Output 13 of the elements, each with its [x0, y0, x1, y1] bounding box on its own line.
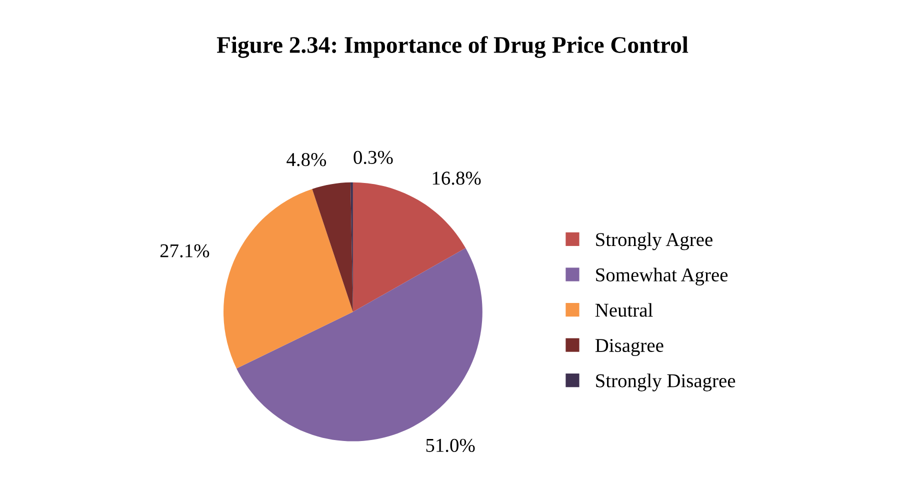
pie-slice	[312, 182, 353, 312]
legend-label: Somewhat Agree	[596, 268, 728, 286]
data-label: 27.1%	[160, 244, 210, 258]
chart-title: Figure 2.34: Importance of Drug Price Control	[216, 36, 688, 58]
pie-slice	[223, 188, 353, 368]
data-label: 0.3%	[354, 150, 393, 164]
legend-label: Strongly Agree	[596, 232, 712, 250]
data-label: 4.8%	[286, 153, 326, 166]
data-label: 51.0%	[426, 438, 475, 452]
legend-label: Strongly Disagree	[596, 374, 736, 392]
data-label: 16.8%	[432, 172, 481, 185]
legend-label: Disagree	[595, 338, 664, 356]
legend-label: Neutral	[595, 303, 653, 317]
